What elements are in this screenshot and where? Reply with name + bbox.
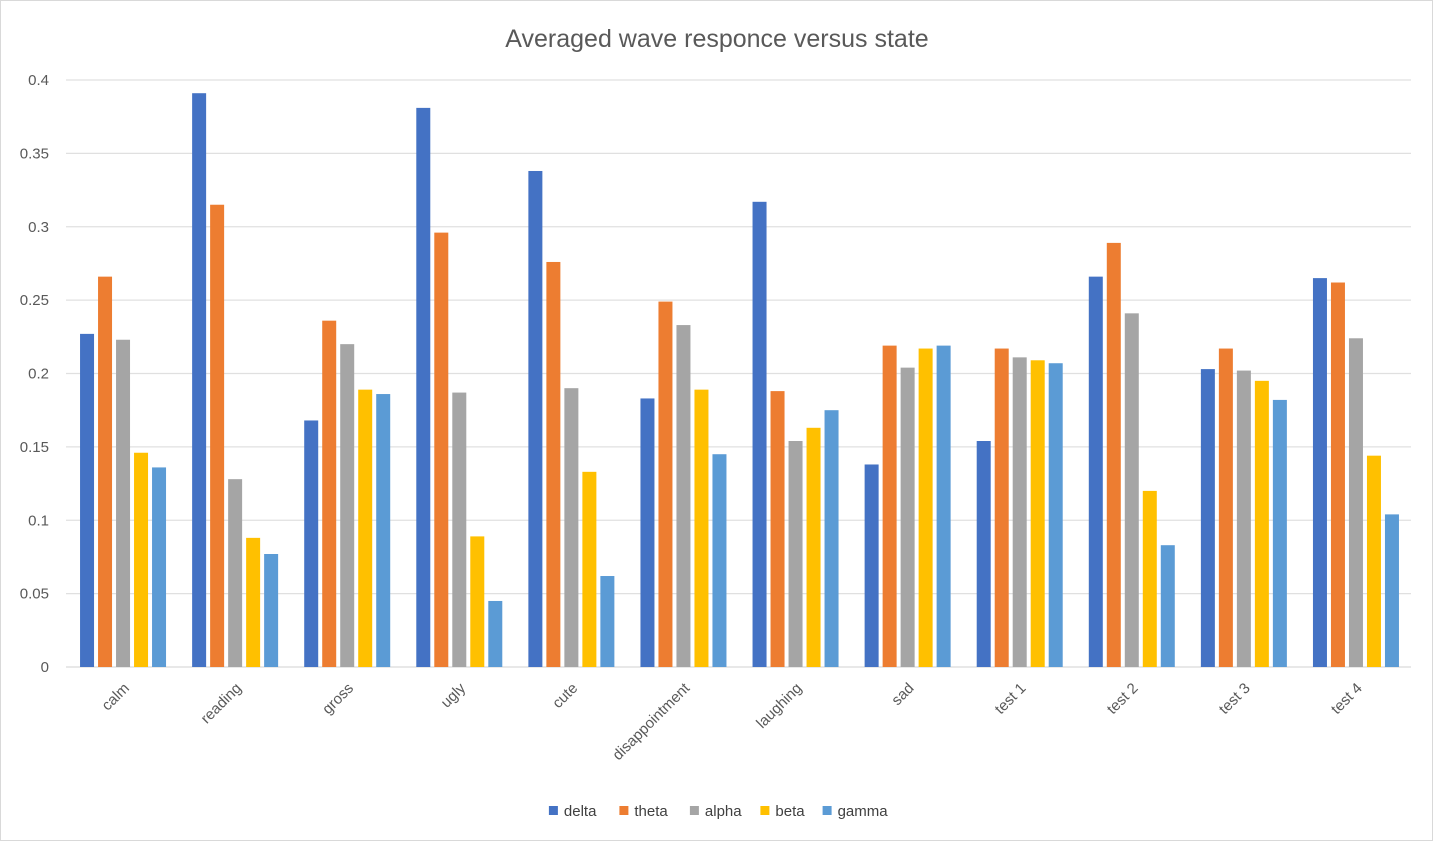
bar-theta-reading bbox=[210, 204, 225, 668]
x-tick-label: gross bbox=[319, 680, 357, 718]
y-tick-label: 0.25 bbox=[20, 292, 49, 309]
x-tick-label: test 2 bbox=[1104, 680, 1142, 718]
bar-delta-test-3 bbox=[1200, 369, 1215, 667]
bar-beta-gross bbox=[358, 389, 373, 667]
bar-alpha-laughing bbox=[788, 441, 803, 667]
bar-gamma-test-2 bbox=[1160, 545, 1175, 667]
bar-beta-test-4 bbox=[1366, 455, 1381, 667]
bar-alpha-test-3 bbox=[1236, 370, 1251, 667]
legend-swatch-theta bbox=[619, 806, 629, 815]
x-tick-label: calm bbox=[98, 680, 132, 714]
bar-alpha-gross bbox=[340, 344, 355, 667]
bar-beta-calm bbox=[134, 452, 149, 667]
bar-delta-cute bbox=[528, 170, 543, 668]
x-axis-ticks: calm reading gross ugly cute disappointment la… bbox=[98, 679, 1365, 764]
bar-theta-ugly bbox=[434, 232, 449, 667]
bar-gamma-calm bbox=[152, 467, 167, 667]
y-tick-label: 0.35 bbox=[20, 145, 49, 162]
legend-label-alpha: alpha bbox=[705, 803, 742, 820]
y-tick-label: 0.4 bbox=[28, 72, 49, 89]
bar-gamma-cute bbox=[600, 576, 615, 667]
x-tick-label: sad bbox=[888, 680, 917, 709]
bar-alpha-cute bbox=[564, 388, 579, 667]
x-tick-label: test 1 bbox=[992, 680, 1030, 718]
x-tick-label: test 3 bbox=[1216, 680, 1254, 718]
y-tick-label: 0.3 bbox=[28, 219, 49, 236]
bar-alpha-reading bbox=[228, 479, 243, 667]
bar-gamma-ugly bbox=[488, 600, 503, 667]
bar-delta-gross bbox=[304, 420, 319, 667]
x-tick-label: reading bbox=[198, 680, 245, 727]
legend-label-gamma: gamma bbox=[838, 803, 889, 820]
x-tick-label: test 4 bbox=[1328, 680, 1366, 718]
bar-theta-test-2 bbox=[1106, 242, 1121, 667]
bar-beta-test-3 bbox=[1254, 380, 1269, 667]
bar-gamma-sad bbox=[936, 345, 951, 667]
bar-beta-sad bbox=[918, 348, 933, 667]
bar-delta-calm bbox=[80, 333, 95, 667]
bar-alpha-calm bbox=[116, 339, 131, 667]
bar-beta-test-1 bbox=[1030, 360, 1045, 667]
bar-alpha-disappointment bbox=[676, 325, 691, 667]
bar-theta-calm bbox=[98, 276, 113, 667]
bar-theta-cute bbox=[546, 261, 561, 667]
bar-theta-test-4 bbox=[1330, 282, 1345, 667]
bar-beta-reading bbox=[246, 537, 261, 667]
chart-title: Averaged wave responce versus state bbox=[505, 25, 928, 53]
bars bbox=[80, 93, 1399, 668]
legend-swatch-gamma bbox=[822, 806, 832, 815]
bar-theta-sad bbox=[882, 345, 897, 667]
legend-swatch-delta bbox=[548, 806, 558, 815]
bar-beta-laughing bbox=[806, 427, 821, 667]
bar-delta-test-4 bbox=[1312, 278, 1327, 667]
y-tick-label: 0.05 bbox=[20, 586, 49, 603]
bar-beta-disappointment bbox=[694, 389, 709, 667]
bar-gamma-laughing bbox=[824, 410, 839, 667]
bar-delta-test-2 bbox=[1088, 276, 1103, 667]
x-tick-label: cute bbox=[549, 680, 581, 712]
bar-gamma-gross bbox=[376, 394, 391, 667]
bar-theta-gross bbox=[322, 320, 337, 667]
bar-alpha-ugly bbox=[452, 392, 467, 667]
bar-gamma-reading bbox=[264, 554, 279, 667]
y-tick-label: 0.15 bbox=[20, 439, 49, 456]
legend-swatch-beta bbox=[760, 806, 770, 815]
bar-theta-disappointment bbox=[658, 301, 673, 667]
bar-delta-test-1 bbox=[976, 441, 991, 667]
bar-delta-reading bbox=[192, 93, 207, 667]
bar-gamma-test-4 bbox=[1384, 514, 1399, 667]
legend-label-delta: delta bbox=[564, 803, 597, 820]
bar-alpha-test-1 bbox=[1012, 357, 1027, 667]
y-tick-label: 0.2 bbox=[28, 366, 49, 383]
y-axis-ticks: 0 0.05 0.1 0.15 0.2 0.25 0.3 0.35 0.4 bbox=[20, 72, 49, 676]
y-tick-label: 0.1 bbox=[28, 512, 49, 529]
legend: delta theta alpha beta gamma bbox=[548, 803, 889, 820]
bar-gamma-test-3 bbox=[1272, 399, 1287, 667]
bar-delta-sad bbox=[864, 464, 879, 667]
bar-alpha-sad bbox=[900, 367, 915, 667]
bar-beta-test-2 bbox=[1142, 490, 1157, 667]
bar-theta-test-1 bbox=[994, 348, 1009, 667]
legend-label-beta: beta bbox=[775, 803, 805, 820]
legend-label-theta: theta bbox=[634, 803, 668, 820]
y-tick-label: 0 bbox=[41, 659, 49, 676]
bar-alpha-test-2 bbox=[1124, 313, 1139, 667]
bar-theta-laughing bbox=[770, 391, 785, 667]
bar-beta-ugly bbox=[470, 536, 485, 667]
legend-swatch-alpha bbox=[689, 806, 699, 815]
bar-gamma-test-1 bbox=[1048, 363, 1063, 667]
bar-alpha-test-4 bbox=[1348, 338, 1363, 667]
gridlines bbox=[66, 79, 1411, 668]
x-tick-label: ugly bbox=[438, 679, 470, 711]
bar-delta-disappointment bbox=[640, 398, 655, 667]
x-tick-label: laughing bbox=[753, 680, 805, 732]
bar-gamma-disappointment bbox=[712, 454, 727, 667]
x-tick-label: disappointment bbox=[609, 679, 694, 764]
bar-delta-laughing bbox=[752, 201, 767, 668]
bar-delta-ugly bbox=[416, 107, 431, 667]
bar-theta-test-3 bbox=[1218, 348, 1233, 667]
bar-beta-cute bbox=[582, 471, 597, 667]
